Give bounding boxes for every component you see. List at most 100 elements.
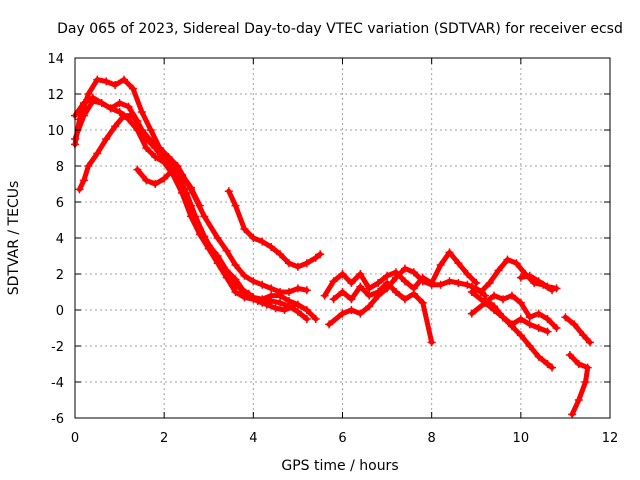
data-point xyxy=(267,243,276,251)
data-point xyxy=(507,320,516,329)
data-point xyxy=(137,108,146,116)
data-point xyxy=(374,279,383,287)
data-point xyxy=(111,122,120,131)
data-point xyxy=(285,288,293,296)
data-point xyxy=(200,212,209,221)
data-point xyxy=(222,246,231,255)
data-point xyxy=(383,271,392,280)
data-point xyxy=(240,293,249,302)
data-point xyxy=(516,315,525,323)
data-point xyxy=(88,93,97,102)
data-point xyxy=(494,266,503,275)
data-point xyxy=(302,286,311,295)
data-point xyxy=(142,144,151,152)
data-point xyxy=(525,320,534,329)
data-point xyxy=(516,298,525,307)
data-point xyxy=(543,327,552,336)
y-tick-label: -4 xyxy=(51,376,64,391)
data-point xyxy=(276,250,285,259)
data-point xyxy=(338,270,347,278)
data-point xyxy=(133,165,142,174)
data-point xyxy=(293,284,302,293)
data-point xyxy=(249,234,258,242)
data-point xyxy=(75,185,84,194)
data-point xyxy=(102,77,111,86)
data-point xyxy=(400,295,409,304)
data-point xyxy=(516,331,525,340)
data-point xyxy=(115,108,124,116)
data-point xyxy=(258,237,267,246)
data-point xyxy=(120,111,129,120)
data-point xyxy=(231,201,240,210)
data-point xyxy=(235,284,244,293)
series-sat-j xyxy=(467,255,557,296)
data-point xyxy=(186,183,195,192)
data-point xyxy=(445,277,454,286)
data-point xyxy=(249,277,258,286)
y-tick-label: 2 xyxy=(56,268,64,283)
data-point xyxy=(280,306,289,314)
series-line xyxy=(77,113,296,313)
data-point xyxy=(463,270,472,278)
data-point xyxy=(79,111,88,120)
data-point xyxy=(195,201,204,210)
data-point xyxy=(276,298,285,307)
data-point xyxy=(97,99,106,107)
data-point xyxy=(137,126,146,134)
data-point xyxy=(293,262,302,271)
series-sat-d xyxy=(75,111,298,314)
data-point xyxy=(490,291,499,300)
data-point xyxy=(454,259,463,268)
data-point xyxy=(338,288,347,296)
data-point xyxy=(467,288,476,296)
grid-lines xyxy=(75,58,610,418)
data-point xyxy=(151,153,160,161)
data-point xyxy=(146,126,155,134)
y-tick-label: -6 xyxy=(51,412,64,427)
data-point xyxy=(231,261,240,269)
data-point xyxy=(151,180,160,188)
data-point xyxy=(512,259,521,268)
data-point xyxy=(316,250,325,259)
data-point xyxy=(365,291,374,300)
data-point xyxy=(485,279,494,287)
data-point xyxy=(124,102,133,111)
data-point xyxy=(516,273,525,282)
data-point xyxy=(224,187,233,196)
series-sat-e xyxy=(133,165,204,210)
series-line xyxy=(562,314,593,345)
series-line xyxy=(469,293,559,331)
data-point xyxy=(543,315,552,323)
data-point xyxy=(325,320,334,329)
data-point xyxy=(481,295,490,304)
data-point xyxy=(240,271,249,280)
data-point xyxy=(293,300,302,309)
data-point xyxy=(302,259,311,268)
data-point xyxy=(347,279,356,287)
data-point xyxy=(476,288,485,296)
data-point xyxy=(552,284,561,293)
data-point xyxy=(169,165,178,174)
y-tick-label: 8 xyxy=(56,160,64,175)
data-point xyxy=(356,309,365,318)
data-point xyxy=(231,288,240,296)
data-point xyxy=(115,99,124,107)
data-point xyxy=(574,360,583,368)
data-point xyxy=(356,282,365,291)
data-point xyxy=(262,300,271,309)
data-point xyxy=(525,313,534,322)
data-point xyxy=(146,136,155,145)
series-sat-m xyxy=(516,271,561,293)
data-point xyxy=(302,306,311,314)
data-point xyxy=(585,338,594,347)
data-point xyxy=(534,309,543,318)
data-point xyxy=(276,291,285,300)
axis-ticks xyxy=(74,57,611,419)
data-point xyxy=(106,104,115,113)
x-tick-label: 10 xyxy=(513,431,530,446)
data-point xyxy=(200,232,209,241)
data-point xyxy=(253,297,262,305)
data-point xyxy=(79,99,88,107)
data-point xyxy=(534,277,543,286)
